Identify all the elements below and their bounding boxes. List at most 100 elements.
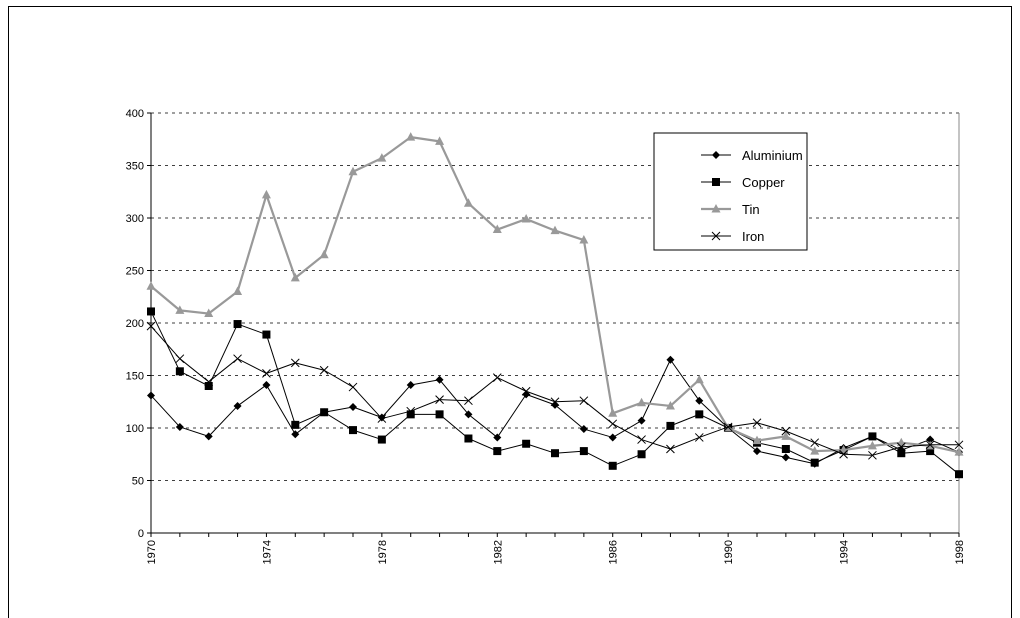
data-point-copper xyxy=(695,410,704,419)
x-marker-stroke xyxy=(925,440,935,450)
data-point-tin xyxy=(665,400,675,410)
data-point-iron xyxy=(262,369,271,378)
data-point-aluminium xyxy=(262,380,271,389)
data-point-tin xyxy=(435,136,445,145)
data-point-tin xyxy=(752,435,762,445)
legend-marker-aluminium xyxy=(712,151,720,159)
x-marker-stroke xyxy=(377,414,387,423)
y-tick-label: 400 xyxy=(126,108,144,120)
axes: 0 50 100 150 200 250 300 350 400 1970 1974 1978 1982… xyxy=(126,108,966,564)
data-point-tin xyxy=(348,166,358,176)
data-point-copper xyxy=(897,449,906,458)
legend-label-aluminium: Aluminium xyxy=(742,148,803,163)
x-marker-stroke xyxy=(464,396,473,406)
data-point-iron xyxy=(752,418,762,428)
data-point-aluminium xyxy=(579,425,588,434)
data-point-aluminium xyxy=(493,433,502,442)
data-point-iron xyxy=(579,396,589,406)
data-point-tin xyxy=(463,198,473,207)
data-point-copper xyxy=(262,330,271,339)
data-point-aluminium xyxy=(464,410,473,419)
legend-marker-tin xyxy=(711,204,721,213)
x-marker-stroke xyxy=(319,365,329,375)
x-tick-label: 1990 xyxy=(723,540,735,564)
data-point-iron xyxy=(290,358,300,368)
series-lines xyxy=(146,132,964,479)
data-point-copper xyxy=(810,458,819,467)
x-marker-stroke xyxy=(146,321,156,331)
data-point-tin xyxy=(261,189,271,199)
data-point-copper xyxy=(175,367,184,376)
y-tick-label: 0 xyxy=(138,528,144,540)
data-point-iron xyxy=(435,395,444,405)
data-point-copper xyxy=(868,432,877,441)
data-point-copper xyxy=(464,434,473,443)
data-point-aluminium xyxy=(147,391,155,400)
data-point-iron xyxy=(896,442,906,452)
data-point-tin xyxy=(781,431,791,440)
x-marker-stroke xyxy=(868,450,877,460)
data-point-iron xyxy=(319,365,329,375)
data-point-iron xyxy=(175,354,185,364)
data-point-aluminium xyxy=(435,375,444,384)
x-marker-stroke xyxy=(435,395,444,405)
data-point-copper xyxy=(233,320,242,329)
data-point-iron xyxy=(694,433,704,442)
data-point-copper xyxy=(291,420,300,429)
x-marker-stroke xyxy=(637,435,646,444)
x-tick-label: 1986 xyxy=(608,540,620,564)
data-point-copper xyxy=(435,410,444,419)
data-point-copper xyxy=(522,439,531,448)
data-point-tin xyxy=(579,235,589,244)
x-tick-label: 1998 xyxy=(954,540,966,564)
x-marker-stroke xyxy=(608,419,618,429)
data-point-tin xyxy=(954,447,964,456)
y-tick-label: 50 xyxy=(132,476,144,488)
x-marker-stroke xyxy=(290,358,300,368)
series-line-iron xyxy=(150,325,959,456)
y-tick-label: 350 xyxy=(126,161,144,173)
legend-box xyxy=(653,132,808,251)
data-point-iron xyxy=(810,438,820,448)
data-point-aluminium xyxy=(781,453,790,462)
series-iron xyxy=(146,321,964,460)
x-marker-stroke xyxy=(954,440,964,450)
data-point-aluminium xyxy=(204,432,213,441)
data-point-tin xyxy=(175,305,185,314)
x-marker-stroke xyxy=(666,444,675,454)
legend-label-iron: Iron xyxy=(742,229,764,244)
data-point-aluminium xyxy=(406,380,415,389)
x-tick-label: 1982 xyxy=(492,540,504,564)
data-point-copper xyxy=(666,421,675,430)
legend: Aluminium Copper Tin Iron xyxy=(653,132,808,251)
data-point-iron xyxy=(377,414,387,423)
x-marker-stroke xyxy=(521,386,531,396)
data-point-aluminium xyxy=(233,401,242,410)
y-tick-label: 300 xyxy=(126,213,144,225)
x-marker-stroke xyxy=(839,449,848,459)
data-point-tin xyxy=(492,224,502,234)
x-marker-stroke xyxy=(810,438,820,448)
x-marker-stroke xyxy=(348,382,358,392)
legend-label-tin: Tin xyxy=(742,202,760,217)
data-point-aluminium xyxy=(608,433,617,442)
data-point-iron xyxy=(204,377,214,387)
x-tick-label: 1994 xyxy=(839,540,851,564)
legend-item-iron: Iron xyxy=(701,229,764,244)
data-point-aluminium xyxy=(666,355,675,364)
data-point-copper xyxy=(349,426,357,435)
data-point-copper xyxy=(926,447,935,456)
legend-label-copper: Copper xyxy=(742,175,785,190)
x-marker-stroke xyxy=(694,433,704,442)
y-tick-label: 200 xyxy=(126,318,144,330)
data-point-copper xyxy=(781,445,790,453)
data-point-tin xyxy=(406,132,416,141)
data-point-aluminium xyxy=(926,435,935,444)
data-point-iron xyxy=(637,435,646,444)
data-point-tin xyxy=(521,214,531,223)
x-marker-stroke xyxy=(550,397,560,407)
x-marker-stroke xyxy=(262,369,271,378)
data-point-copper xyxy=(320,408,329,417)
x-marker-stroke xyxy=(492,373,502,382)
